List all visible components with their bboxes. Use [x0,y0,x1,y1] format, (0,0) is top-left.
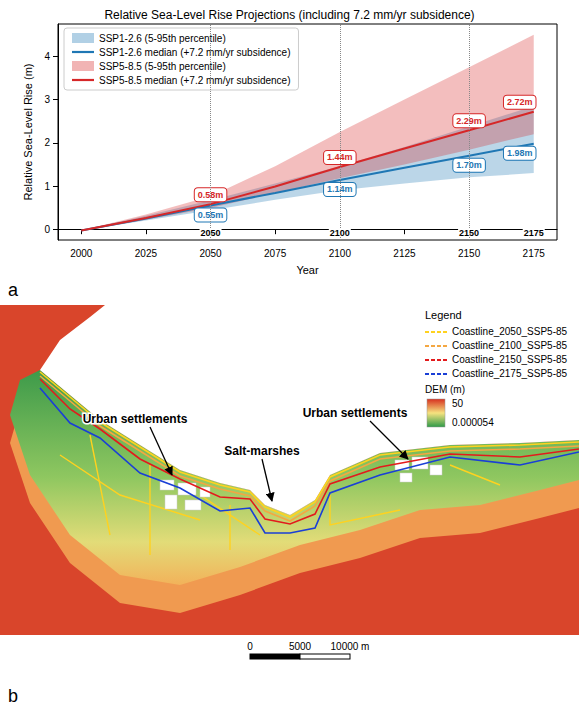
svg-text:Coastline_2175_SSP5-85: Coastline_2175_SSP5-85 [452,368,568,379]
svg-text:Relative Sea-Level Rise Projec: Relative Sea-Level Rise Projections (inc… [104,8,474,22]
svg-text:2150: 2150 [459,228,479,238]
svg-text:Coastline_2100_SSP5-85: Coastline_2100_SSP5-85 [452,340,568,351]
svg-text:0: 0 [247,641,253,652]
svg-text:2075: 2075 [264,248,287,259]
svg-text:2150: 2150 [458,248,481,259]
svg-text:SSP5-8.5 median (+7.2 mm/yr su: SSP5-8.5 median (+7.2 mm/yr subsidence) [99,75,290,86]
svg-text:2.72m: 2.72m [507,97,533,107]
svg-text:2050: 2050 [201,228,221,238]
svg-text:0.55m: 0.55m [197,209,224,220]
svg-text:2.29m: 2.29m [456,115,482,126]
svg-text:2000: 2000 [70,248,93,259]
svg-text:SSP1-2.6 median (+7.2 mm/yr su: SSP1-2.6 median (+7.2 mm/yr subsidence) [99,47,290,58]
svg-text:0.000054: 0.000054 [452,417,494,428]
svg-text:2100: 2100 [330,228,350,238]
svg-text:Coastline_2050_SSP5-85: Coastline_2050_SSP5-85 [452,326,568,337]
svg-text:1.98m: 1.98m [507,148,533,158]
svg-text:10000 m: 10000 m [331,641,370,652]
svg-text:4: 4 [44,51,50,62]
svg-text:SSP1-2.6 (5-95th percentile): SSP1-2.6 (5-95th percentile) [99,33,226,44]
svg-text:5000: 5000 [289,641,312,652]
svg-text:2100: 2100 [329,248,352,259]
svg-text:Legend: Legend [425,309,462,321]
svg-text:2175: 2175 [524,228,544,238]
svg-text:Salt-marshes: Salt-marshes [224,444,300,458]
svg-text:Coastline_2150_SSP5-85: Coastline_2150_SSP5-85 [452,354,568,365]
svg-text:Urban settlements: Urban settlements [303,406,408,420]
svg-text:1: 1 [44,181,50,192]
svg-text:3: 3 [44,94,50,105]
html-text:a: a [8,280,18,300]
svg-text:Urban settlements: Urban settlements [83,412,188,426]
svg-text:2025: 2025 [135,248,158,259]
svg-text:1.14m: 1.14m [327,184,353,194]
html-text:b: b [8,686,18,706]
svg-text:1.70m: 1.70m [456,160,482,171]
svg-text:2050: 2050 [199,248,222,259]
svg-text:2: 2 [44,137,50,148]
svg-text:SSP5-8.5 (5-95th percentile): SSP5-8.5 (5-95th percentile) [99,61,226,72]
svg-text:50: 50 [452,398,464,409]
svg-text:1.44m: 1.44m [327,152,353,162]
svg-text:2125: 2125 [393,248,416,259]
svg-text:2175: 2175 [523,248,546,259]
svg-text:DEM (m): DEM (m) [425,384,465,395]
svg-text:Relative Sea-Level Rise (m): Relative Sea-Level Rise (m) [22,64,34,201]
svg-text:0: 0 [44,224,50,235]
svg-text:Year: Year [296,264,319,276]
svg-text:0.58m: 0.58m [197,189,224,200]
